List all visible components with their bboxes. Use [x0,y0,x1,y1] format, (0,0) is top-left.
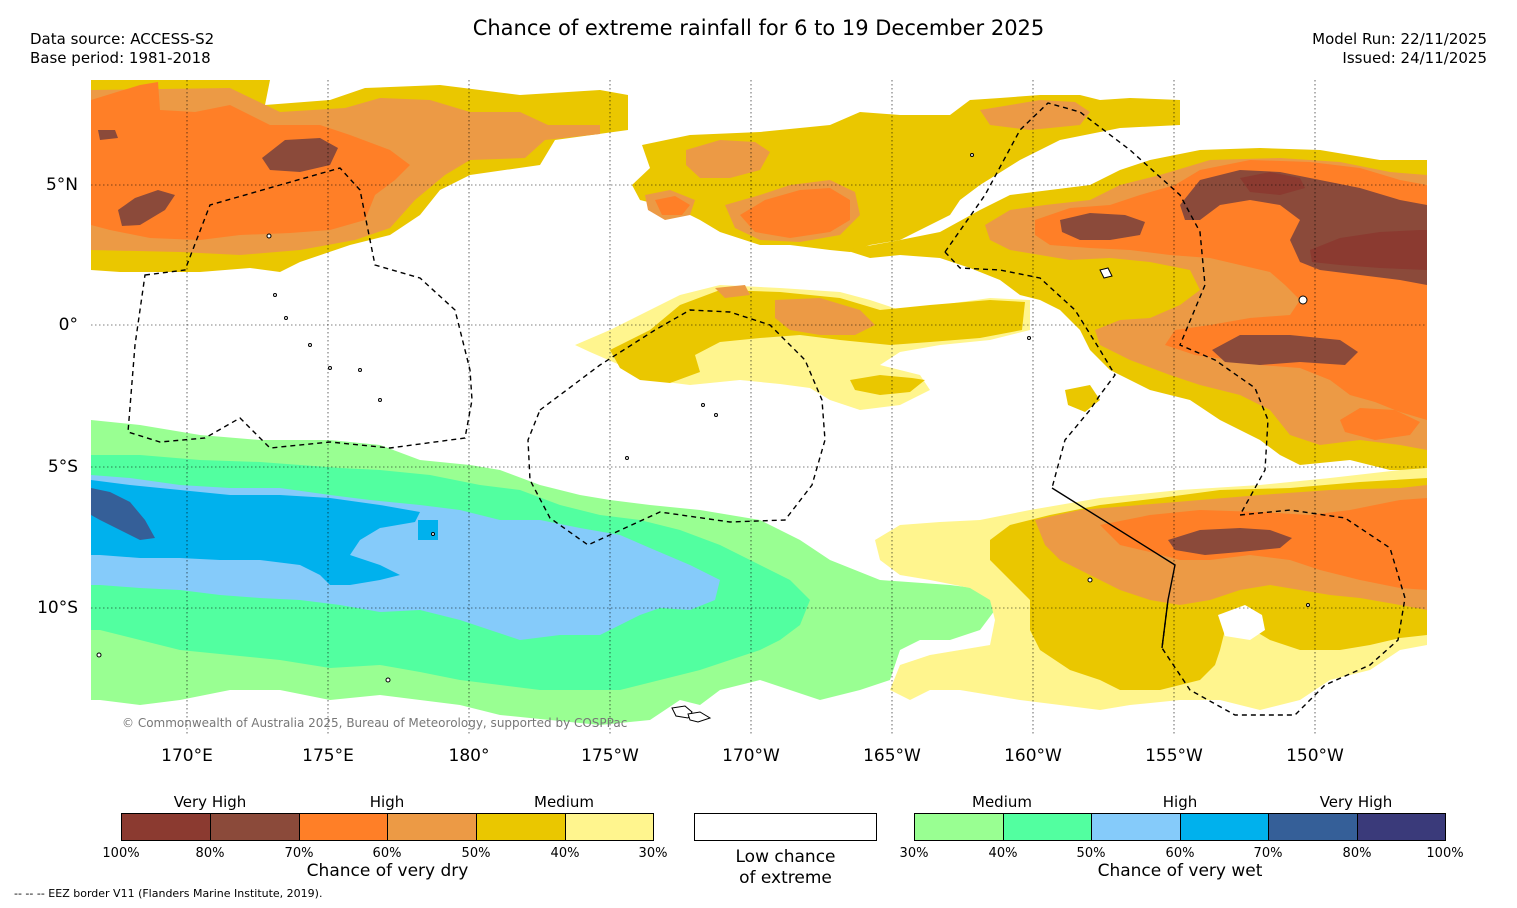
dry-category-very-high: Very High [173,793,247,811]
wet-region-sw-70 [91,488,155,540]
lon-label-160w: 160°W [1004,746,1062,766]
eez-kiribati-gilbert [127,167,473,449]
lon-label-165w: 165°W [863,746,921,766]
low-chance-swatch [694,813,877,841]
island-outlines [96,153,1310,723]
dry-region-nw-80c [98,130,118,140]
dry-region-nc-50 [686,140,770,178]
wet-legend-title: Chance of very wet [1097,861,1263,881]
dry-swatch-1 [121,813,211,841]
dry-region-nc-60b [655,196,690,215]
wet-pct-40: 40% [988,846,1018,861]
wet-swatch-3 [1091,813,1181,841]
wet-pct-80: 80% [1342,846,1372,861]
dry-region-ne-40b [1065,385,1100,412]
lat-label-5n: 5°N [45,175,78,195]
dry-swatch-2 [210,813,300,841]
lon-label-175e: 175°E [302,746,354,766]
lon-label-170w: 170°W [722,746,780,766]
map-title: Chance of extreme rainfall for 6 to 19 D… [472,16,1045,40]
issued-text: Issued: 24/11/2025 [1342,49,1487,67]
eez-solid-boundary [1051,487,1176,649]
dry-region-se-white [1218,605,1265,640]
dry-swatch-3 [299,813,388,841]
low-chance-line2: of extreme [739,868,832,888]
data-source-text: Data source: ACCESS-S2 [30,30,215,48]
rainfall-map [91,80,1427,735]
dry-pct-50: 50% [461,846,491,861]
wet-category-very-high: Very High [1319,793,1393,811]
dry-category-medium: Medium [534,793,594,811]
dry-region-nw-80 [262,138,338,172]
eez-line-north [944,251,1116,489]
dry-pct-80: 80% [195,846,225,861]
wet-pct-30: 30% [899,846,929,861]
eez-line-islands [944,102,1406,716]
dry-legend-title: Chance of very dry [306,861,469,881]
wet-pct-50: 50% [1076,846,1106,861]
dry-region-eq-40 [610,290,1025,383]
dry-region-ne-80 [1060,213,1145,240]
dry-region-eq-40b [850,375,925,395]
dry-region-ne-100b [1240,172,1305,195]
dry-pct-70: 70% [284,846,314,861]
dry-pct-30: 30% [638,846,668,861]
lon-label-150w: 150°W [1286,746,1344,766]
eez-phoenix [527,309,826,546]
wet-region-sw-60 [91,480,420,585]
lon-label-180: 180° [448,746,490,766]
wet-category-medium: Medium [972,793,1032,811]
wet-swatch-6 [1357,813,1446,841]
wet-region-sw-60b [418,520,438,540]
wet-swatch-4 [1180,813,1269,841]
dry-pct-100: 100% [102,846,140,861]
model-run-text: Model Run: 22/11/2025 [1312,30,1487,48]
dry-region-eq-50 [715,285,750,298]
eez-footnote: -- -- -- EEZ border V11 (Flanders Marine… [14,887,323,900]
dry-region-ne-60b [1340,408,1420,440]
lat-label-5s: 5°S [47,457,78,477]
dry-swatch-6 [565,813,654,841]
shading-layer [91,80,1427,735]
base-period-text: Base period: 1981-2018 [30,49,211,67]
eez-borders [127,102,1406,716]
data-source-info: Data source: ACCESS-S2 Base period: 1981… [30,30,214,68]
model-run-info: Model Run: 22/11/2025 Issued: 24/11/2025 [1312,30,1487,68]
lon-label-170e: 170°E [161,746,213,766]
dry-region-se-80 [1168,528,1292,555]
lat-label-10s: 10°S [37,598,78,618]
wet-pct-100: 100% [1426,846,1464,861]
wet-swatch-5 [1268,813,1358,841]
wet-category-high: High [1162,793,1198,811]
lon-label-175w: 175°W [581,746,639,766]
copyright-notice: © Commonwealth of Australia 2025, Bureau… [122,716,628,730]
dry-pct-60: 60% [372,846,402,861]
wet-swatch-2 [1003,813,1092,841]
dry-region-ne-100 [1310,230,1427,270]
dry-swatch-5 [476,813,566,841]
dry-region-nc-60 [740,188,850,238]
wet-pct-60: 60% [1165,846,1195,861]
low-chance-line1: Low chance [735,847,836,867]
dry-region-eq-50b [775,298,875,335]
wet-pct-70: 70% [1253,846,1283,861]
wet-swatch-1 [914,813,1004,841]
lat-label-equator: 0° [58,315,78,335]
dry-pct-40: 40% [550,846,580,861]
dry-swatch-4 [387,813,477,841]
dry-region-ne-80c [1212,335,1358,365]
dry-region-nw-80b [118,190,175,226]
dry-category-high: High [369,793,405,811]
lon-label-155w: 155°W [1145,746,1203,766]
